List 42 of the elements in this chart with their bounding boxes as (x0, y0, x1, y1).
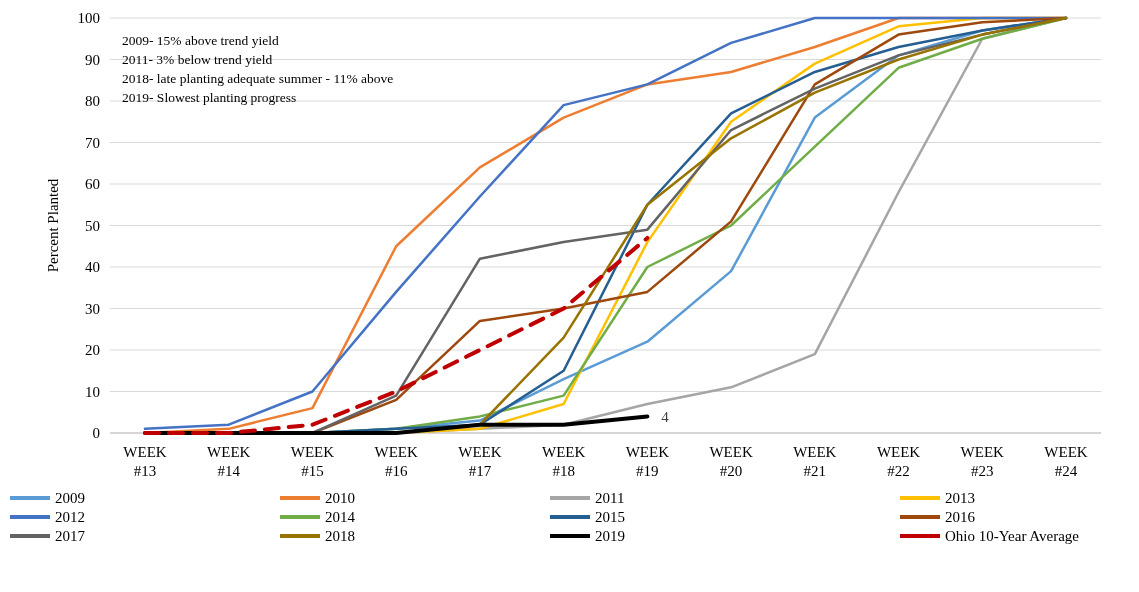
y-tick-label: 80 (85, 93, 100, 110)
y-tick-label: 10 (85, 383, 100, 400)
x-tick-label: WEEK #16 (374, 444, 418, 479)
legend-label: 2010 (325, 490, 355, 507)
x-tick-label: WEEK #22 (876, 444, 921, 479)
x-tick-label: WEEK #18 (541, 444, 586, 479)
y-tick-label: 30 (85, 300, 100, 317)
line-series (143, 235, 650, 435)
y-tick-label: 40 (85, 259, 100, 276)
x-tick-label: WEEK #14 (207, 444, 251, 479)
x-tick-label: WEEK #13 (123, 444, 167, 479)
y-axis-title: Percent Planted (45, 178, 61, 273)
legend-label: Ohio 10-Year Average (945, 528, 1080, 545)
y-tick-label: 60 (85, 176, 100, 193)
annotation: 2018- late planting adequate summer - 11% above (122, 71, 394, 86)
y-tick-label: 0 (92, 425, 100, 442)
x-tick-label: WEEK #21 (793, 444, 837, 479)
legend-label: 2016 (945, 509, 976, 526)
annotation: 2019- Slowest planting progress (122, 90, 297, 105)
legend-label: 2015 (595, 509, 625, 526)
y-tick-label: 90 (85, 51, 100, 68)
legend-label: 2011 (595, 490, 625, 507)
y-tick-label: 100 (77, 10, 100, 27)
x-tick-label: WEEK #23 (960, 444, 1005, 479)
legend-label: 2009 (55, 490, 85, 507)
x-tick-label: WEEK #24 (1044, 444, 1088, 479)
x-tick-label: WEEK #20 (709, 444, 753, 479)
y-tick-label: 20 (85, 342, 100, 359)
legend-label: 2017 (55, 528, 86, 545)
y-tick-label: 50 (85, 217, 100, 234)
annotation: 2011- 3% below trend yield (122, 52, 273, 67)
legend-label: 2012 (55, 509, 85, 526)
legend-label: 2014 (325, 509, 356, 526)
annotation: 2009- 15% above trend yield (122, 33, 279, 48)
x-tick-label: WEEK #19 (625, 444, 670, 479)
legend-label: 2018 (325, 528, 355, 545)
legend-label: 2019 (595, 528, 625, 545)
y-tick-label: 70 (85, 134, 100, 151)
legend-label: 2013 (945, 490, 975, 507)
x-tick-label: WEEK #15 (290, 444, 335, 479)
annotation: 4 (661, 408, 670, 425)
x-tick-label: WEEK #17 (458, 444, 502, 479)
